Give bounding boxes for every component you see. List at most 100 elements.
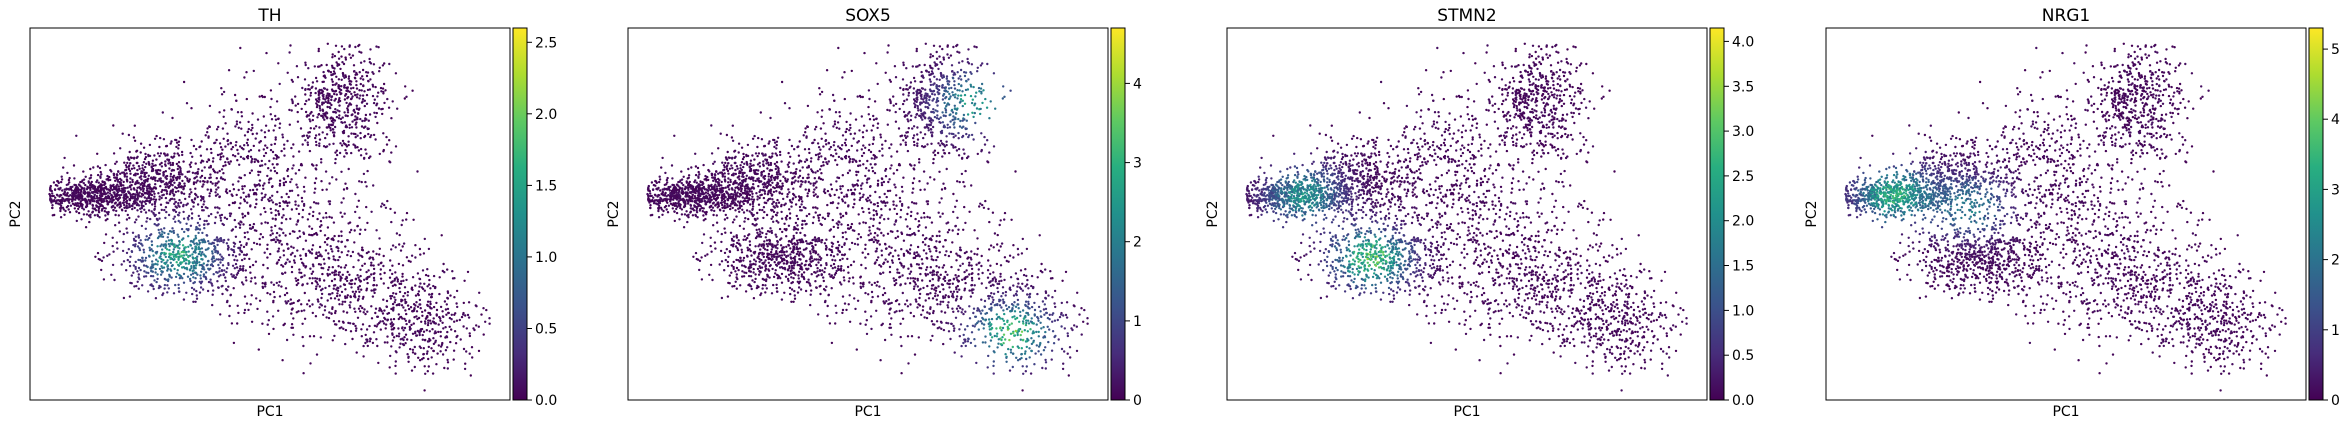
scatter-point bbox=[242, 283, 245, 286]
scatter-point bbox=[222, 137, 225, 140]
scatter-point bbox=[84, 226, 88, 229]
scatter-point bbox=[338, 151, 342, 155]
scatter-point bbox=[71, 192, 74, 195]
scatter-point bbox=[277, 62, 280, 65]
scatter-point bbox=[287, 247, 290, 250]
scatter-point bbox=[445, 313, 448, 316]
scatter-point bbox=[218, 267, 221, 270]
scatter-point bbox=[332, 142, 335, 145]
scatter-point bbox=[348, 82, 352, 86]
scatter-point bbox=[334, 108, 337, 111]
scatter-point bbox=[662, 209, 665, 213]
scatter-point bbox=[141, 167, 144, 170]
scatter-point bbox=[231, 154, 235, 157]
scatter-point bbox=[161, 188, 164, 192]
scatter-point bbox=[172, 248, 175, 251]
scatter-point bbox=[238, 253, 241, 256]
scatter-point bbox=[133, 285, 136, 288]
scatter-point bbox=[53, 198, 56, 202]
scatter-point bbox=[351, 54, 355, 57]
scatter-point bbox=[691, 200, 694, 203]
scatter-point bbox=[198, 224, 201, 227]
scatter-point bbox=[339, 117, 343, 121]
scatter-point bbox=[74, 198, 77, 201]
scatter-point bbox=[199, 286, 203, 289]
scatter-point bbox=[405, 256, 409, 259]
scatter-point bbox=[239, 265, 242, 268]
scatter-point bbox=[440, 234, 443, 237]
scatter-point bbox=[331, 56, 334, 59]
scatter-point bbox=[181, 277, 184, 280]
scatter-point bbox=[318, 277, 321, 281]
scatter-point bbox=[406, 290, 410, 294]
scatter-point bbox=[171, 192, 174, 195]
scatter-point bbox=[230, 322, 234, 325]
scatter-point bbox=[359, 280, 362, 283]
scatter-point bbox=[219, 155, 223, 159]
scatter-point bbox=[184, 197, 187, 201]
scatter-point bbox=[251, 112, 254, 115]
scatter-point bbox=[112, 191, 115, 194]
scatter-point bbox=[317, 49, 320, 53]
scatter-point bbox=[282, 181, 285, 185]
scatter-point bbox=[145, 220, 148, 223]
scatter-point bbox=[331, 307, 334, 311]
scatter-point bbox=[392, 317, 396, 321]
scatter-point bbox=[414, 332, 417, 335]
scatter-point bbox=[205, 264, 208, 267]
scatter-point bbox=[677, 200, 680, 203]
scatter-point bbox=[356, 116, 359, 119]
scatter-point bbox=[274, 118, 278, 121]
scatter-point bbox=[415, 301, 418, 304]
scatter-point bbox=[398, 332, 401, 335]
scatter-point bbox=[386, 199, 389, 203]
scatter-point bbox=[179, 201, 183, 204]
scatter-point bbox=[797, 180, 800, 183]
scatter-point bbox=[751, 205, 755, 208]
scatter-point bbox=[124, 164, 128, 167]
scatter-point bbox=[181, 153, 184, 157]
scatter-point bbox=[363, 90, 366, 93]
scatter-point bbox=[141, 171, 144, 175]
scatter-point bbox=[331, 131, 335, 134]
scatter-point bbox=[348, 306, 352, 309]
scatter-point bbox=[135, 191, 139, 194]
scatter-point bbox=[240, 115, 244, 118]
scatter-point bbox=[667, 187, 671, 191]
scatter-point bbox=[400, 304, 404, 307]
scatter-point bbox=[706, 189, 710, 193]
scatter-point bbox=[192, 201, 195, 204]
scatter-point bbox=[235, 140, 238, 144]
scatter-point bbox=[181, 173, 184, 176]
scatter-point bbox=[113, 278, 116, 282]
scatter-point bbox=[75, 134, 78, 137]
scatter-point bbox=[166, 236, 169, 239]
scatter-point bbox=[242, 245, 246, 249]
scatter-point bbox=[383, 62, 386, 65]
scatter-point bbox=[355, 126, 358, 129]
scatter-point bbox=[372, 258, 375, 261]
scatter-point bbox=[145, 235, 148, 238]
scatter-point bbox=[160, 208, 163, 212]
scatter-point bbox=[218, 207, 221, 210]
scatter-point bbox=[658, 175, 661, 178]
scatter-point bbox=[182, 80, 186, 84]
scatter-point bbox=[368, 113, 372, 116]
scatter-point bbox=[391, 244, 395, 247]
scatter-point bbox=[178, 205, 181, 208]
scatter-point bbox=[171, 188, 175, 191]
scatter-point bbox=[112, 183, 115, 187]
scatter-point bbox=[789, 171, 793, 174]
scatter-point bbox=[379, 328, 382, 331]
scatter-point bbox=[250, 294, 253, 297]
scatter-point bbox=[465, 350, 468, 353]
scatter-point bbox=[309, 206, 312, 209]
scatter-point bbox=[396, 107, 399, 110]
scatter-point bbox=[337, 78, 341, 81]
scatter-point bbox=[391, 284, 395, 288]
scatter-point bbox=[405, 218, 408, 221]
scatter-point bbox=[174, 210, 178, 214]
scatter-point bbox=[175, 141, 179, 144]
scatter-point bbox=[239, 46, 242, 50]
scatter-point bbox=[339, 285, 342, 288]
